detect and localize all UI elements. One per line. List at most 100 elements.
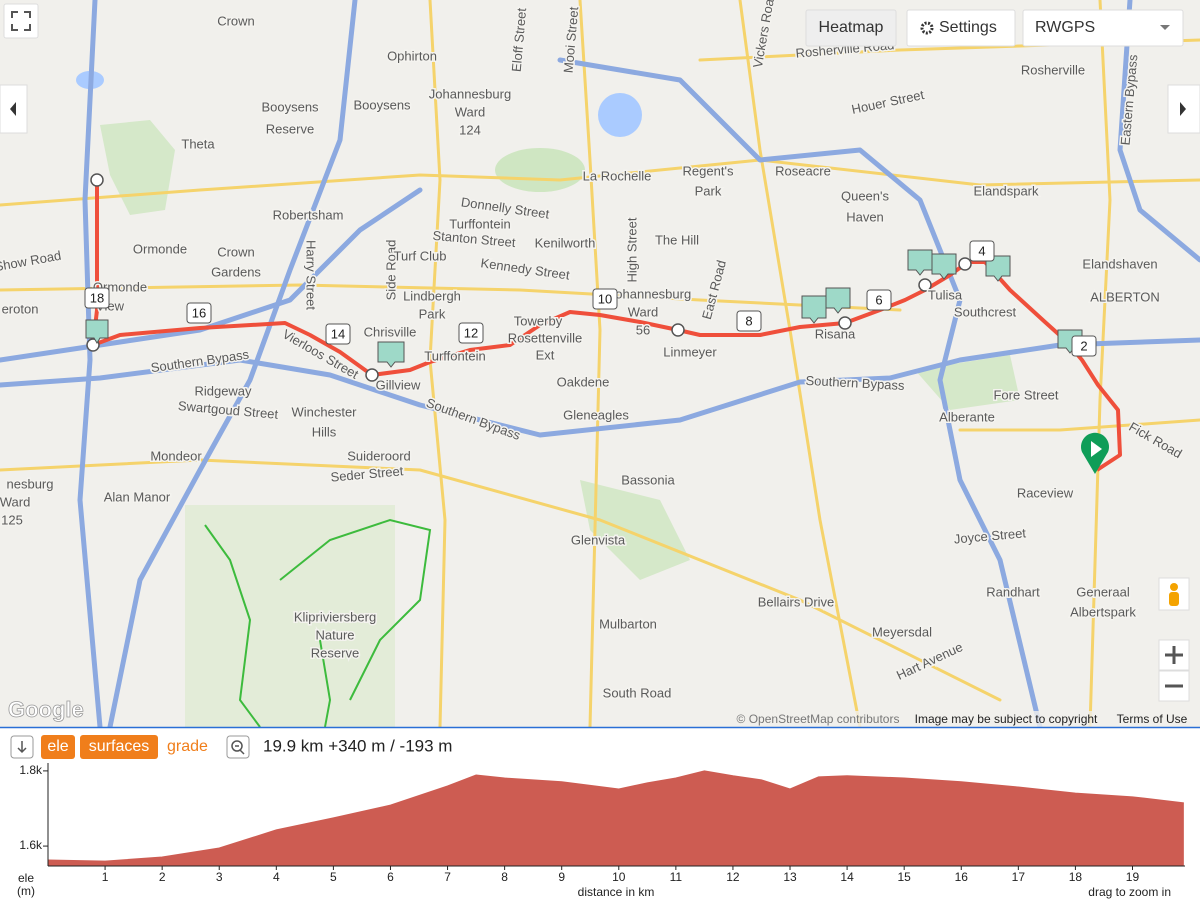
heatmap-label: Heatmap bbox=[819, 19, 884, 36]
map-label: Mulbarton bbox=[599, 616, 657, 631]
km-marker-label: 10 bbox=[598, 291, 612, 306]
map-label: Rosettenville bbox=[508, 330, 582, 345]
map-label: Harry Street bbox=[304, 240, 319, 310]
start-pin[interactable] bbox=[1081, 432, 1109, 474]
x-tick-label: 13 bbox=[783, 870, 797, 884]
map-label: Oakdene bbox=[557, 374, 610, 389]
map-label: 125 bbox=[1, 512, 23, 527]
x-tick-label: 16 bbox=[955, 870, 969, 884]
map-label: Ward bbox=[0, 494, 30, 509]
x-tick-label: 10 bbox=[612, 870, 626, 884]
x-tick-label: 1 bbox=[102, 870, 109, 884]
map-label: Regent's bbox=[683, 163, 734, 178]
x-tick-label: 14 bbox=[840, 870, 854, 884]
map-label: Albertspark bbox=[1070, 604, 1136, 619]
settings-button[interactable]: Settings bbox=[906, 9, 1016, 47]
map-label: Johannesburg bbox=[609, 286, 691, 301]
map-features bbox=[0, 0, 1200, 730]
waypoints bbox=[86, 173, 972, 382]
map-label: Park bbox=[695, 183, 722, 198]
km-marker-label: 16 bbox=[192, 305, 206, 320]
ele-toggle[interactable]: ele bbox=[41, 735, 75, 759]
map-label: Suideroord bbox=[347, 448, 411, 463]
km-marker-box bbox=[969, 240, 995, 262]
map-label: Turffontein bbox=[424, 348, 485, 363]
x-tick-label: 12 bbox=[726, 870, 740, 884]
next-button[interactable] bbox=[1167, 84, 1200, 134]
copyright: Image may be subject to copyright bbox=[915, 712, 1098, 726]
map-label: Randhart bbox=[986, 584, 1040, 599]
zoom-in[interactable] bbox=[1158, 639, 1190, 671]
attribution: © OpenStreetMap contributors bbox=[737, 712, 900, 726]
km-marker-box bbox=[458, 322, 484, 344]
map-label: Ext bbox=[536, 347, 555, 362]
km-marker-box bbox=[186, 302, 212, 324]
map-label: Gleneagles bbox=[563, 407, 629, 422]
prev-button[interactable] bbox=[0, 84, 28, 134]
pegman[interactable] bbox=[1158, 577, 1190, 611]
attribution-bar bbox=[730, 711, 1200, 727]
map-label: Turffontein bbox=[449, 216, 510, 231]
route bbox=[91, 180, 1122, 472]
x-tick-label: 18 bbox=[1069, 870, 1083, 884]
y-axis-unit: (m) bbox=[17, 884, 35, 898]
map-label: Ward bbox=[628, 304, 659, 319]
map-label: Fore Street bbox=[993, 387, 1058, 402]
map-label: Meyersdal bbox=[872, 624, 932, 639]
map-label: The Hill bbox=[655, 232, 699, 247]
km-marker-box bbox=[325, 323, 351, 345]
map-label: High Street bbox=[624, 217, 639, 282]
map-label: Theta bbox=[181, 136, 215, 151]
map-label: Queen's bbox=[841, 188, 890, 203]
map-label: Ophirton bbox=[387, 48, 437, 63]
km-marker-label: 2 bbox=[1080, 338, 1087, 353]
map-label: Bellairs Drive bbox=[758, 594, 835, 609]
map-label: Reserve bbox=[311, 645, 359, 660]
map-label: Elandshaven bbox=[1082, 256, 1157, 271]
map-label: Alan Manor bbox=[104, 489, 171, 504]
map-label: Risana bbox=[815, 326, 856, 341]
map-label: South Road bbox=[603, 685, 672, 700]
x-tick-label: 19 bbox=[1126, 870, 1140, 884]
map-label: Booysens bbox=[261, 99, 319, 114]
map-label: Crown bbox=[217, 13, 255, 28]
x-tick-label: 4 bbox=[273, 870, 280, 884]
x-tick-label: 5 bbox=[330, 870, 337, 884]
x-tick-label: 15 bbox=[897, 870, 911, 884]
fullscreen-button[interactable] bbox=[3, 3, 39, 39]
map-label: Gardens bbox=[211, 264, 261, 279]
map-label: Southcrest bbox=[954, 304, 1017, 319]
map-label: Haven bbox=[846, 209, 884, 224]
map-label: Lindbergh bbox=[403, 288, 461, 303]
area-fill bbox=[48, 770, 1184, 866]
terms-link[interactable]: Terms of Use bbox=[1117, 712, 1188, 726]
map-label: Robertsham bbox=[273, 207, 344, 222]
km-marker-label: 8 bbox=[745, 313, 752, 328]
map-label: Glenvista bbox=[571, 532, 626, 547]
map-label: Turf Club bbox=[394, 248, 447, 263]
map-label: Side Road bbox=[383, 240, 398, 301]
x-tick-label: 7 bbox=[444, 870, 451, 884]
map-label: Klipriviersberg bbox=[294, 609, 376, 624]
cue-markers[interactable] bbox=[85, 249, 1083, 368]
map-label: Roseacre bbox=[775, 163, 831, 178]
grade-toggle[interactable]: grade bbox=[167, 738, 208, 755]
ele-label: ele bbox=[47, 738, 68, 755]
km-marker-label: 18 bbox=[90, 290, 104, 305]
map-label: Reserve bbox=[266, 121, 314, 136]
km-marker-box bbox=[592, 288, 618, 310]
collapse-button[interactable] bbox=[10, 735, 34, 759]
map-label: Ward bbox=[455, 104, 486, 119]
zoom-profile-button[interactable] bbox=[226, 735, 250, 759]
zoom-out[interactable] bbox=[1158, 670, 1190, 702]
map-label: Booysens bbox=[353, 97, 411, 112]
km-marker-label: 12 bbox=[464, 325, 478, 340]
heatmap-button[interactable]: Heatmap bbox=[805, 9, 897, 47]
y-tick-label: 1.8k bbox=[19, 763, 43, 777]
map-label: Raceview bbox=[1017, 485, 1074, 500]
surfaces-toggle[interactable]: surfaces bbox=[80, 735, 158, 759]
elevation-chart[interactable]: 1 2 3 4 5 6 7 8 9 10 11 12 13 14 15 16 17 18 191.6k1.8k bbox=[19, 763, 1185, 884]
km-marker-label: 14 bbox=[331, 326, 345, 341]
map-source-select[interactable]: RWGPS bbox=[1022, 9, 1184, 47]
